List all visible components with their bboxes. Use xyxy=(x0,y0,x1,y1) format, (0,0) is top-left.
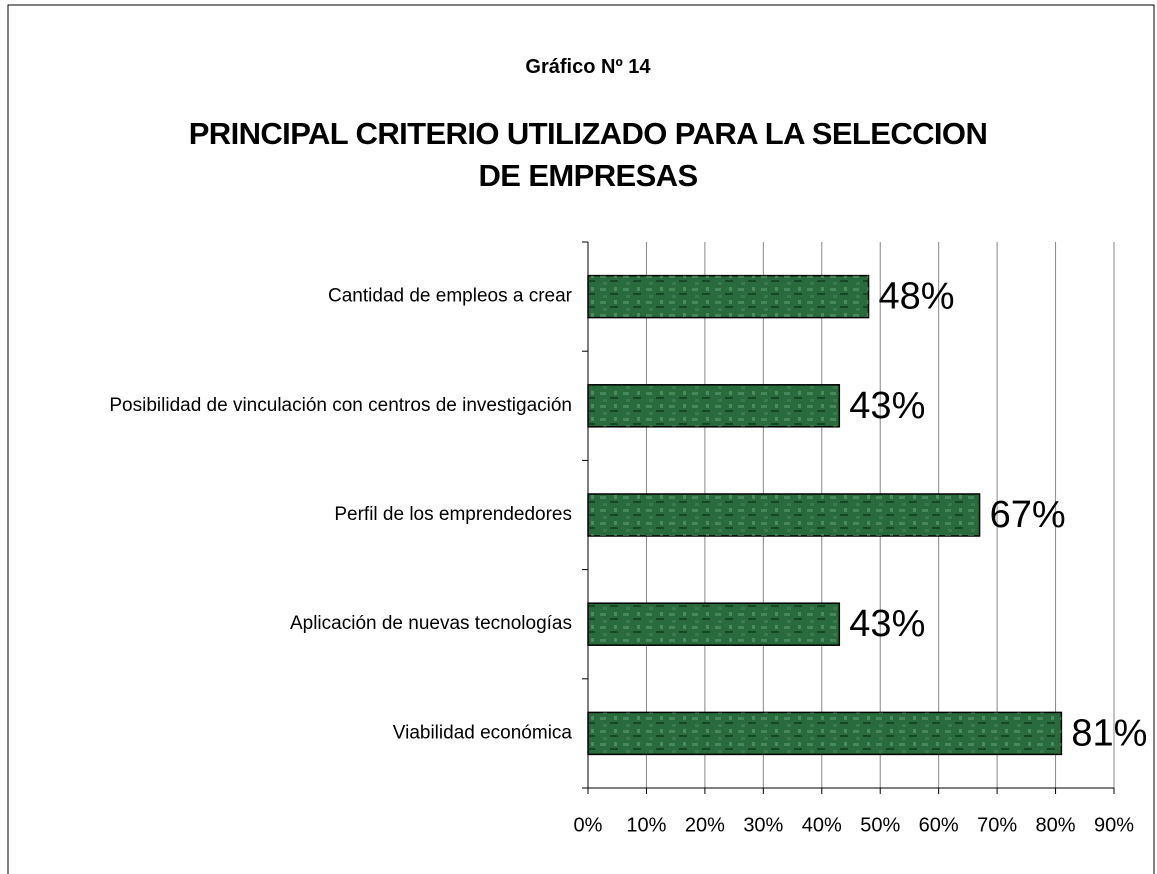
x-tick-label: 90% xyxy=(1094,814,1134,836)
x-tick-label: 20% xyxy=(685,814,725,836)
bar xyxy=(587,274,870,319)
x-tick-label: 0% xyxy=(574,814,603,836)
frame xyxy=(7,4,1155,874)
bar xyxy=(587,384,841,428)
x-tick-label: 80% xyxy=(1036,814,1076,836)
y-tick-label: Cantidad de empleos a crear xyxy=(328,286,573,307)
value-label: 48% xyxy=(879,276,955,318)
y-tick-label: Aplicación de nuevas tecnologías xyxy=(290,613,572,634)
value-label: 43% xyxy=(849,603,925,645)
x-tick-label: 70% xyxy=(977,814,1017,836)
x-tick-label: 10% xyxy=(626,814,666,836)
bar xyxy=(587,493,981,537)
chart-subtitle: Gráfico Nº 14 xyxy=(525,56,651,78)
bar xyxy=(587,602,841,646)
y-tick-label: Perfil de los emprendedores xyxy=(334,504,572,525)
chart-title: PRINCIPAL CRITERIO UTILIZADO PARA LA SEL… xyxy=(188,116,988,193)
x-tick-label: 60% xyxy=(919,814,959,836)
y-tick-label: Posibilidad de vinculación con centros d… xyxy=(109,395,572,416)
bar xyxy=(587,711,1063,756)
y-tick-label: Viabilidad económica xyxy=(393,722,573,743)
x-tick-label: 40% xyxy=(802,814,842,836)
value-label: 43% xyxy=(849,385,925,427)
x-tick-label: 50% xyxy=(860,814,900,836)
value-label: 67% xyxy=(990,494,1066,536)
value-label: 81% xyxy=(1071,712,1147,754)
x-tick-label: 30% xyxy=(743,814,783,836)
